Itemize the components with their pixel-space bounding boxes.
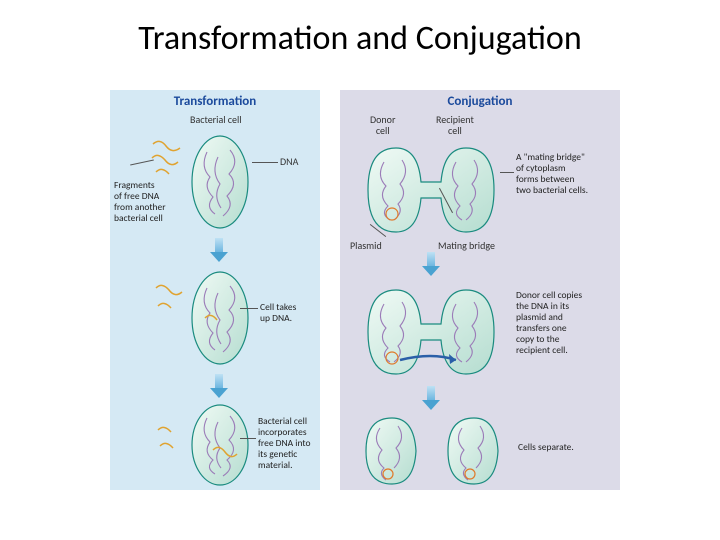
panel-conjugation: Conjugation Donor cell Recipient cell Pl… bbox=[340, 90, 620, 490]
arrow-2 bbox=[210, 374, 228, 398]
panels-container: Transformation Bacterial cell DNA Fragme… bbox=[110, 90, 620, 490]
free-dna-1 bbox=[148, 136, 188, 180]
cell-stage1 bbox=[185, 132, 255, 232]
cells-r2 bbox=[356, 282, 506, 382]
cells-r1 bbox=[356, 140, 506, 240]
cell-stage2 bbox=[185, 268, 255, 368]
label-uptake: Cell takes up DNA. bbox=[260, 302, 318, 324]
arrow-r1 bbox=[422, 252, 440, 276]
label-fragments: Fragments of free DNA from another bacte… bbox=[114, 180, 174, 224]
free-dna-3 bbox=[154, 422, 184, 458]
page-title: Transformation and Conjugation bbox=[40, 18, 680, 59]
desc-bridge: A "mating bridge" of cytoplasm forms bet… bbox=[516, 152, 614, 196]
panel-transformation: Transformation Bacterial cell DNA Fragme… bbox=[110, 90, 320, 490]
cells-r3 bbox=[354, 412, 514, 490]
label-bridge: Mating bridge bbox=[438, 240, 495, 251]
label-recipient: Recipient cell bbox=[436, 114, 474, 136]
right-title: Conjugation bbox=[340, 94, 620, 109]
cell-stage3 bbox=[185, 402, 255, 488]
left-title: Transformation bbox=[110, 94, 320, 109]
label-dna: DNA bbox=[280, 156, 298, 167]
free-dna-2 bbox=[152, 280, 186, 320]
desc-transfer: Donor cell copies the DNA in its plasmid… bbox=[516, 290, 614, 356]
label-bacterial-cell: Bacterial cell bbox=[190, 114, 242, 125]
label-donor: Donor cell bbox=[370, 114, 395, 136]
ptr-dna bbox=[252, 162, 278, 163]
arrow-1 bbox=[210, 238, 228, 262]
slide: Transformation and Conjugation Transform… bbox=[0, 0, 720, 540]
desc-separate: Cells separate. bbox=[518, 442, 574, 453]
ptr-inc bbox=[240, 438, 256, 439]
ptr-uptake bbox=[240, 308, 258, 309]
arrow-r2 bbox=[422, 386, 440, 410]
label-incorporate: Bacterial cell incorporates free DNA int… bbox=[258, 416, 320, 471]
label-plasmid: Plasmid bbox=[350, 240, 382, 251]
ptr-bdesc bbox=[500, 172, 514, 173]
